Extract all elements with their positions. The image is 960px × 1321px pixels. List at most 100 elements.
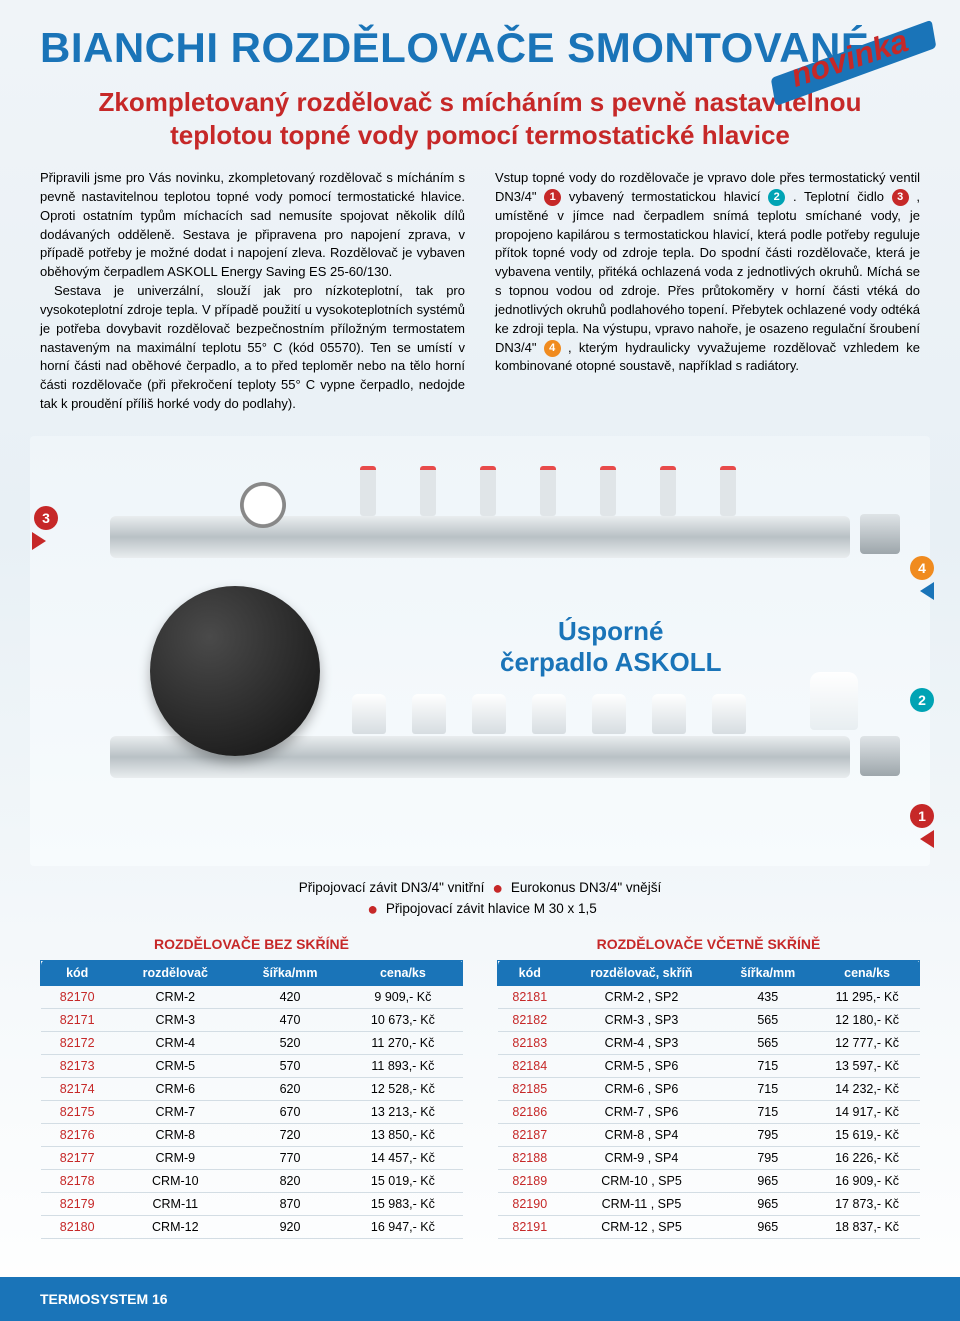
- table-block-right: ROZDĚLOVAČE VČETNĚ SKŘÍNĚ kód rozdělovač…: [497, 936, 920, 1239]
- table-cell: 11 270,- Kč: [343, 1031, 462, 1054]
- table-cell: 11 893,- Kč: [343, 1054, 462, 1077]
- table-cell: CRM-10 , SP5: [562, 1169, 721, 1192]
- col-head: kód: [41, 960, 114, 985]
- hero-label-2: čerpadlo ASKOLL: [500, 647, 722, 677]
- right-seg-3: . Teplotní čidlo: [793, 189, 892, 204]
- table-cell: 920: [237, 1215, 344, 1238]
- table-cell: 670: [237, 1100, 344, 1123]
- table-cell: 82182: [498, 1008, 563, 1031]
- table-cell: 820: [237, 1169, 344, 1192]
- flowmeter-icon: [660, 466, 676, 516]
- table-cell: 13 597,- Kč: [815, 1054, 920, 1077]
- table-row: 82172CRM-452011 270,- Kč: [41, 1031, 463, 1054]
- page-footer: TERMOSYSTEM 16: [0, 1277, 960, 1321]
- table-row: 82181CRM-2 , SP243511 295,- Kč: [498, 985, 920, 1008]
- table-row: 82190CRM-11 , SP596517 873,- Kč: [498, 1192, 920, 1215]
- table-row: 82182CRM-3 , SP356512 180,- Kč: [498, 1008, 920, 1031]
- valve-icon: [352, 694, 386, 734]
- table-cell: CRM-12: [114, 1215, 237, 1238]
- table-cell: 965: [721, 1215, 815, 1238]
- callout-4-icon: 4: [910, 556, 934, 580]
- price-table-left: kód rozdělovač šířka/mm cena/ks 82170CRM…: [40, 960, 463, 1239]
- table-cell: 82185: [498, 1077, 563, 1100]
- bullet-icon: ●: [488, 878, 507, 898]
- table-cell: 15 983,- Kč: [343, 1192, 462, 1215]
- table-cell: 420: [237, 985, 344, 1008]
- table-cell: 18 837,- Kč: [815, 1215, 920, 1238]
- table-title-right: ROZDĚLOVAČE VČETNĚ SKŘÍNĚ: [497, 936, 920, 952]
- spec-1: Připojovací závit DN3/4" vnitřní: [299, 880, 485, 895]
- table-cell: 965: [721, 1192, 815, 1215]
- table-cell: 15 619,- Kč: [815, 1123, 920, 1146]
- table-row: 82189CRM-10 , SP596516 909,- Kč: [498, 1169, 920, 1192]
- table-cell: 12 180,- Kč: [815, 1008, 920, 1031]
- table-cell: CRM-9 , SP4: [562, 1146, 721, 1169]
- table-cell: CRM-5 , SP6: [562, 1054, 721, 1077]
- table-cell: 82174: [41, 1077, 114, 1100]
- col-head: cena/ks: [815, 960, 920, 985]
- table-cell: 715: [721, 1077, 815, 1100]
- table-cell: 82179: [41, 1192, 114, 1215]
- thermostatic-head-icon: [810, 672, 858, 730]
- table-cell: 82178: [41, 1169, 114, 1192]
- bullet-icon: ●: [363, 899, 382, 919]
- table-row: 82174CRM-662012 528,- Kč: [41, 1077, 463, 1100]
- table-cell: 520: [237, 1031, 344, 1054]
- table-cell: 14 232,- Kč: [815, 1077, 920, 1100]
- table-cell: 82189: [498, 1169, 563, 1192]
- fitting-top-right-icon: [860, 514, 900, 554]
- col-head: šířka/mm: [237, 960, 344, 985]
- table-row: 82175CRM-767013 213,- Kč: [41, 1100, 463, 1123]
- table-cell: 82184: [498, 1054, 563, 1077]
- table-cell: 82181: [498, 985, 563, 1008]
- flowmeter-icon: [360, 466, 376, 516]
- col-head: cena/ks: [343, 960, 462, 985]
- table-cell: 12 777,- Kč: [815, 1031, 920, 1054]
- table-cell: 16 909,- Kč: [815, 1169, 920, 1192]
- valve-icon: [412, 694, 446, 734]
- table-cell: 82175: [41, 1100, 114, 1123]
- table-row: 82188CRM-9 , SP479516 226,- Kč: [498, 1146, 920, 1169]
- arrow-right-icon: [920, 582, 934, 600]
- table-cell: CRM-3 , SP3: [562, 1008, 721, 1031]
- table-cell: CRM-6 , SP6: [562, 1077, 721, 1100]
- table-cell: CRM-4 , SP3: [562, 1031, 721, 1054]
- valve-icon: [532, 694, 566, 734]
- flowmeter-icon: [720, 466, 736, 516]
- table-cell: CRM-4: [114, 1031, 237, 1054]
- specs-line: Připojovací závit DN3/4" vnitřní ● Eurok…: [40, 878, 920, 920]
- upper-manifold-icon: [110, 516, 850, 558]
- table-cell: 17 873,- Kč: [815, 1192, 920, 1215]
- flowmeter-icon: [540, 466, 556, 516]
- table-row: 82177CRM-977014 457,- Kč: [41, 1146, 463, 1169]
- table-cell: 965: [721, 1169, 815, 1192]
- table-cell: CRM-11: [114, 1192, 237, 1215]
- table-cell: 770: [237, 1146, 344, 1169]
- footer-text: TERMOSYSTEM 16: [40, 1291, 168, 1307]
- table-cell: CRM-11 , SP5: [562, 1192, 721, 1215]
- table-cell: CRM-7 , SP6: [562, 1100, 721, 1123]
- subtitle: Zkompletovaný rozdělovač s mícháním s pe…: [90, 86, 870, 151]
- table-cell: CRM-2: [114, 985, 237, 1008]
- table-cell: CRM-8 , SP4: [562, 1123, 721, 1146]
- table-cell: 11 295,- Kč: [815, 985, 920, 1008]
- table-cell: 16 947,- Kč: [343, 1215, 462, 1238]
- table-cell: CRM-12 , SP5: [562, 1215, 721, 1238]
- col-head: rozdělovač, skříň: [562, 960, 721, 985]
- flowmeter-icon: [420, 466, 436, 516]
- table-row: 82191CRM-12 , SP596518 837,- Kč: [498, 1215, 920, 1238]
- table-cell: 82176: [41, 1123, 114, 1146]
- callout-2-icon: 2: [910, 688, 934, 712]
- table-cell: CRM-7: [114, 1100, 237, 1123]
- right-seg-2: vybavený termostatickou hlavicí: [569, 189, 768, 204]
- table-cell: 565: [721, 1031, 815, 1054]
- table-cell: 16 226,- Kč: [815, 1146, 920, 1169]
- table-cell: 82180: [41, 1215, 114, 1238]
- table-cell: 82188: [498, 1146, 563, 1169]
- left-para-2: Sestava je univerzální, slouží jak pro n…: [40, 282, 465, 414]
- table-cell: CRM-5: [114, 1054, 237, 1077]
- arrow-left-icon: [32, 532, 46, 550]
- table-row: 82187CRM-8 , SP479515 619,- Kč: [498, 1123, 920, 1146]
- table-cell: 82172: [41, 1031, 114, 1054]
- table-cell: 570: [237, 1054, 344, 1077]
